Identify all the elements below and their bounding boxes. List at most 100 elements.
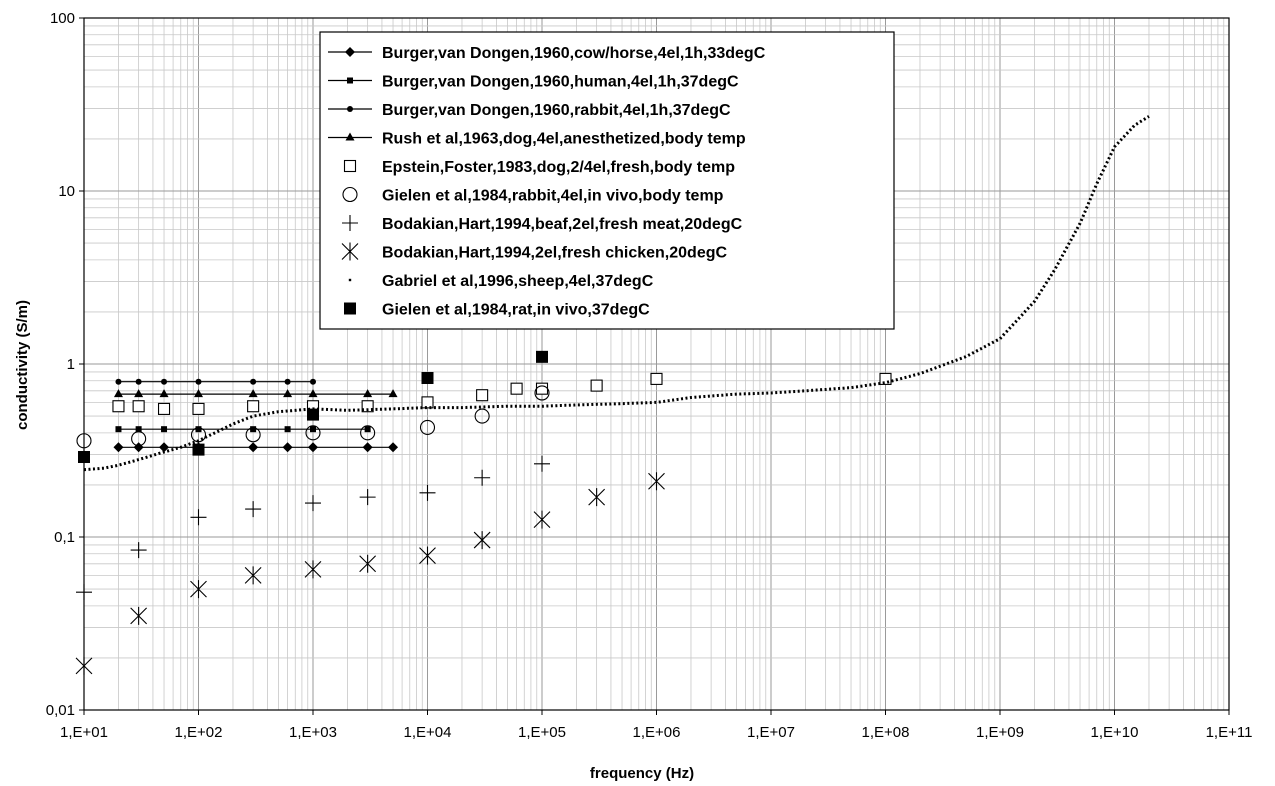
x-tick-label: 1,E+10 [1091, 724, 1139, 741]
circle-marker [161, 378, 168, 385]
circle-marker [195, 378, 202, 385]
square-marker [135, 426, 142, 433]
diamond-marker [159, 442, 170, 453]
y-tick-label: 0,1 [54, 529, 75, 546]
square-marker [284, 426, 291, 433]
open-circle-marker [474, 408, 490, 424]
open-square-marker [476, 389, 489, 402]
circle-marker [284, 378, 291, 385]
asterisk-marker [359, 554, 377, 573]
open-square-marker [590, 379, 603, 392]
open-circle-marker [534, 385, 550, 401]
x-tick-label: 1,E+07 [747, 724, 795, 741]
x-tick-label: 1,E+05 [518, 724, 566, 741]
filled-square-marker [421, 371, 434, 384]
series-group [112, 372, 892, 415]
triangle-marker [283, 389, 293, 398]
open-square-marker [421, 396, 434, 409]
series-group [113, 442, 399, 453]
filled-square-marker [192, 443, 205, 456]
plus-marker [190, 509, 207, 526]
asterisk-marker [304, 560, 322, 579]
legend-entry-label: Bodakian,Hart,1994,2el,fresh chicken,20d… [382, 245, 727, 262]
circle-marker [115, 378, 122, 385]
legend-entry-label: Gielen et al,1984,rabbit,4el,in vivo,bod… [382, 188, 724, 205]
square-marker [310, 426, 316, 433]
open-circle-marker [419, 419, 436, 435]
asterisk-marker [75, 656, 93, 675]
triangle-marker [308, 389, 318, 398]
x-tick-label: 1,E+11 [1206, 724, 1253, 741]
open-circle-marker [305, 425, 321, 441]
plus-marker [245, 501, 262, 518]
series-group [115, 378, 316, 385]
asterisk-marker [244, 566, 262, 585]
x-axis-title: frequency (Hz) [590, 765, 694, 782]
x-tick-label: 1,E+01 [60, 724, 108, 741]
gabriel-dotted-curve [83, 115, 1150, 472]
asterisk-marker [190, 580, 207, 599]
asterisk-marker [648, 472, 665, 491]
triangle-marker [159, 389, 169, 398]
open-square-marker [112, 400, 125, 413]
filled-square-marker [536, 350, 548, 363]
y-tick-label: 100 [50, 10, 75, 27]
open-circle-marker [131, 431, 147, 447]
series-group [113, 389, 398, 398]
diamond-marker [308, 442, 318, 453]
plus-marker [419, 484, 436, 501]
y-axis-title: conductivity (S/m) [14, 300, 31, 430]
open-square-marker [132, 400, 145, 413]
triangle-marker [113, 389, 123, 398]
legend-entry-label: Gielen et al,1984,rat,in vivo,37degC [382, 302, 650, 319]
plus-marker [474, 469, 491, 486]
open-square-marker [879, 372, 892, 385]
circle-marker [135, 378, 142, 385]
asterisk-marker [473, 531, 491, 550]
diamond-marker [282, 442, 293, 453]
asterisk-marker [341, 242, 359, 261]
legend-entry-label: Epstein,Foster,1983,dog,2/4el,fresh,body… [382, 159, 735, 176]
series-group [75, 472, 665, 675]
asterisk-marker [588, 488, 606, 507]
open-square-marker [361, 400, 374, 413]
plus-marker [76, 584, 92, 601]
x-tick-label: 1,E+09 [976, 724, 1024, 741]
series-group [83, 115, 1150, 472]
x-tick-label: 1,E+02 [175, 724, 223, 741]
open-square-marker [343, 159, 357, 173]
open-square-marker [192, 402, 205, 415]
x-tick-label: 1,E+08 [862, 724, 910, 741]
open-circle-marker [245, 427, 261, 443]
series-group [76, 455, 550, 601]
open-square-marker [247, 400, 260, 413]
open-circle-marker [360, 425, 376, 441]
axis-ticks: 1,E+01 1,E+02 1,E+03 1,E+04 1,E+05 1,E+06 1,E+… [46, 10, 1253, 741]
open-square-marker [650, 372, 663, 385]
x-tick-label: 1,E+04 [404, 724, 452, 741]
legend-entry-label: Gabriel et al,1996,sheep,4el,37degC [382, 273, 654, 290]
series-group [78, 350, 548, 464]
diamond-marker [362, 442, 373, 453]
filled-square-marker [344, 302, 356, 315]
series-group [76, 385, 550, 449]
plus-marker [534, 455, 550, 472]
diamond-marker [113, 442, 124, 453]
diamond-marker [248, 442, 259, 453]
plus-marker [130, 542, 147, 559]
square-marker [195, 426, 202, 433]
circle-marker [347, 106, 353, 112]
square-marker [364, 426, 371, 433]
diamond-marker [133, 442, 144, 453]
triangle-marker [388, 389, 398, 398]
y-tick-label: 1 [67, 356, 75, 373]
open-square-marker [510, 382, 523, 395]
y-tick-label: 0,01 [46, 702, 75, 719]
legend-entry-label: Burger,van Dongen,1960,human,4el,1h,37de… [382, 74, 739, 91]
dot-marker [348, 278, 352, 282]
open-circle-marker [342, 186, 358, 203]
triangle-marker [345, 132, 355, 141]
y-tick-label: 10 [58, 183, 75, 200]
asterisk-marker [130, 606, 148, 625]
